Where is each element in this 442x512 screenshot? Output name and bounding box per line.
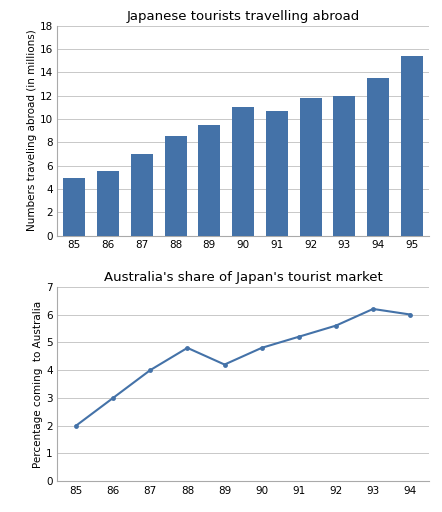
- Bar: [232, 107, 254, 236]
- Bar: [333, 96, 355, 236]
- Bar: [63, 178, 85, 236]
- Y-axis label: Percentage coming  to Australia: Percentage coming to Australia: [33, 301, 43, 467]
- Bar: [131, 154, 153, 236]
- Title: Japanese tourists travelling abroad: Japanese tourists travelling abroad: [126, 10, 360, 23]
- Bar: [198, 125, 220, 236]
- Bar: [300, 98, 322, 236]
- Bar: [401, 56, 423, 236]
- Bar: [164, 136, 187, 236]
- Y-axis label: Numbers traveling abroad (in millions): Numbers traveling abroad (in millions): [27, 30, 37, 231]
- Bar: [367, 78, 389, 236]
- Title: Australia's share of Japan's tourist market: Australia's share of Japan's tourist mar…: [104, 271, 382, 284]
- Bar: [97, 172, 119, 236]
- Bar: [266, 111, 288, 236]
